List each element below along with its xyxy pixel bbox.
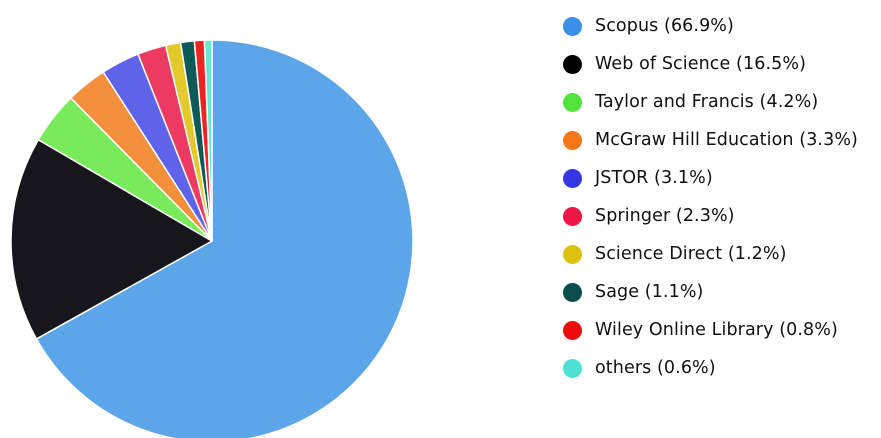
legend-label: Wiley Online Library (0.8%) [595,320,838,340]
legend-label: Science Direct (1.2%) [595,244,787,264]
legend-marker-icon [563,92,582,112]
legend-label: others (0.6%) [595,358,716,378]
legend-item[interactable]: Scopus (66.9%) [563,7,881,45]
legend-item[interactable]: McGraw Hill Education (3.3%) [563,121,881,159]
pie-slice-9[interactable] [203,39,213,242]
pie-slice-1[interactable] [10,139,213,340]
legend-marker-icon [563,320,582,340]
legend-item[interactable]: Web of Science (16.5%) [563,45,881,83]
legend-label: JSTOR (3.1%) [595,168,713,188]
legend-item[interactable]: Taylor and Francis (4.2%) [563,83,881,121]
legend-marker-icon [563,206,582,226]
chart-legend: Scopus (66.9%) Web of Science (16.5%) Tayl… [563,7,881,387]
legend-marker-icon [563,130,582,150]
legend-item[interactable]: Sage (1.1%) [563,273,881,311]
legend-marker-icon [563,16,582,36]
legend-item[interactable]: Springer (2.3%) [563,197,881,235]
legend-item[interactable]: JSTOR (3.1%) [563,159,881,197]
legend-label: Springer (2.3%) [595,206,735,226]
legend-label: Web of Science (16.5%) [595,54,806,74]
legend-label: Taylor and Francis (4.2%) [595,92,819,112]
legend-marker-icon [563,244,582,264]
legend-label: Scopus (66.9%) [595,16,734,36]
legend-marker-icon [563,54,582,74]
legend-marker-icon [563,282,582,302]
legend-marker-icon [563,168,582,188]
legend-item[interactable]: Science Direct (1.2%) [563,235,881,273]
legend-label: Sage (1.1%) [595,282,704,302]
legend-item[interactable]: Wiley Online Library (0.8%) [563,311,881,349]
pie-slice-0[interactable] [35,39,414,438]
legend-marker-icon [563,358,582,378]
legend-label: McGraw Hill Education (3.3%) [595,130,858,150]
legend-item[interactable]: others (0.6%) [563,349,881,387]
